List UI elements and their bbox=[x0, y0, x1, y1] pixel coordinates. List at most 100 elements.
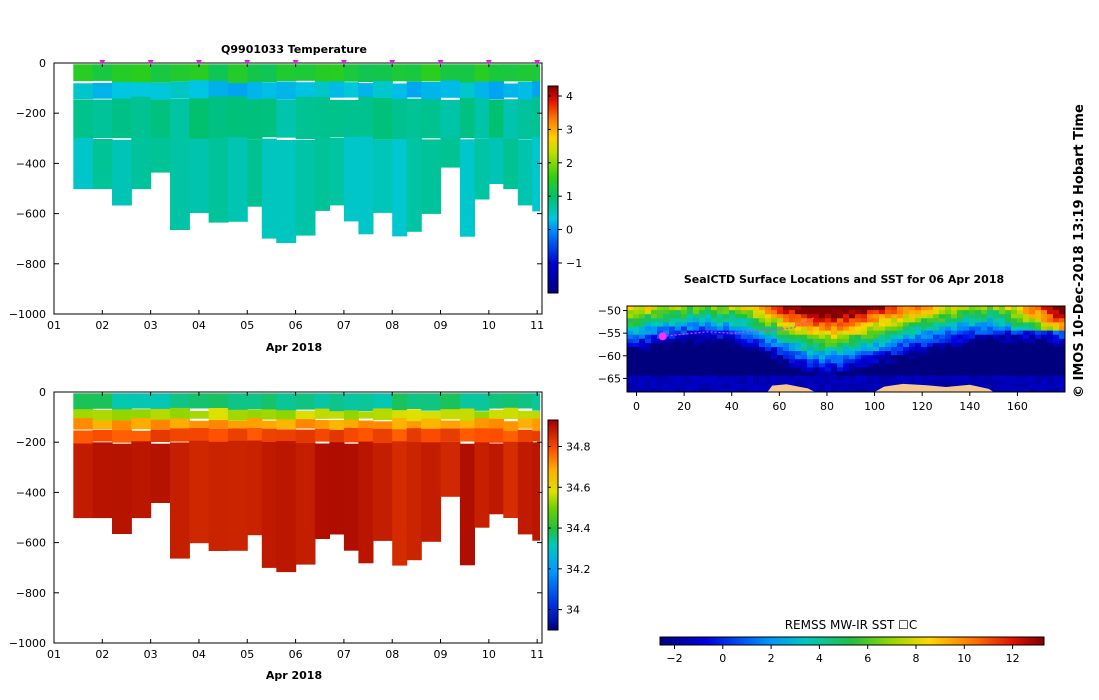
sst-cell bbox=[723, 318, 730, 323]
sst-cell bbox=[909, 367, 916, 372]
sst-cell bbox=[753, 314, 760, 319]
sst-cell bbox=[1047, 310, 1054, 315]
sst-cell bbox=[819, 375, 826, 381]
sst-cell bbox=[807, 306, 814, 311]
sst-cell bbox=[957, 322, 964, 327]
section-cell bbox=[343, 419, 359, 432]
sst-cell bbox=[837, 314, 844, 319]
sst-cell bbox=[837, 306, 844, 311]
sst-cell bbox=[633, 375, 640, 381]
sst-cell bbox=[957, 306, 964, 311]
sst-cell bbox=[639, 359, 646, 364]
sst-cell bbox=[1059, 306, 1066, 311]
sst-cell bbox=[1041, 367, 1048, 372]
sst-cell bbox=[861, 375, 868, 381]
sst-cell bbox=[885, 310, 892, 315]
sst-cell bbox=[873, 310, 880, 315]
sst-cell bbox=[663, 306, 670, 311]
sst-cell bbox=[867, 338, 874, 344]
sst-cell bbox=[969, 338, 976, 344]
sst-cell bbox=[861, 318, 868, 323]
section-cell bbox=[440, 428, 461, 442]
section-cell bbox=[421, 418, 442, 432]
sst-cell bbox=[909, 355, 916, 360]
sst-cell bbox=[861, 383, 868, 389]
sst-cell bbox=[675, 367, 682, 372]
sst-cell bbox=[945, 314, 952, 319]
sst-cell bbox=[981, 367, 988, 372]
sst-cell bbox=[843, 322, 850, 327]
sst-cell bbox=[735, 359, 742, 364]
sst-cell bbox=[783, 342, 790, 348]
sst-cell bbox=[735, 371, 742, 377]
sst-cell bbox=[759, 355, 766, 360]
sst-cell bbox=[1023, 387, 1030, 393]
sst-cell bbox=[771, 375, 778, 381]
section-cell bbox=[532, 442, 541, 541]
sst-cell bbox=[879, 383, 886, 389]
sst-cell bbox=[651, 322, 658, 327]
sst-cell bbox=[993, 326, 1000, 332]
sst-cell bbox=[1035, 359, 1042, 364]
sst-cell bbox=[1053, 334, 1060, 340]
sst-cell bbox=[1017, 359, 1024, 364]
sst-cell bbox=[1053, 367, 1060, 372]
sst-cell bbox=[849, 379, 856, 385]
sst-cell bbox=[999, 367, 1006, 372]
sst-cell bbox=[921, 338, 928, 344]
sst-cell bbox=[873, 387, 880, 393]
section-cell bbox=[372, 428, 393, 444]
sst-cell bbox=[759, 322, 766, 327]
sst-cell bbox=[711, 347, 718, 352]
sst-cell bbox=[981, 318, 988, 323]
sst-cell bbox=[639, 383, 646, 389]
x-tick-label: 05 bbox=[240, 319, 254, 332]
sst-cell bbox=[627, 351, 634, 356]
section-cell bbox=[343, 443, 359, 551]
sst-cell bbox=[837, 338, 844, 344]
sst-cell bbox=[1017, 342, 1024, 348]
sst-cell bbox=[735, 322, 742, 327]
sst-cell bbox=[819, 351, 826, 356]
sst-cell bbox=[1017, 363, 1024, 368]
map-x-tick-label: 40 bbox=[725, 400, 739, 413]
sst-cell bbox=[879, 338, 886, 344]
sst-cell bbox=[1011, 318, 1018, 323]
sst-cell bbox=[843, 355, 850, 360]
sst-cell bbox=[849, 314, 856, 319]
section-cell bbox=[150, 99, 171, 140]
section-cell bbox=[92, 82, 113, 99]
section-cell bbox=[503, 441, 519, 518]
sst-cell bbox=[1029, 314, 1036, 319]
section-cell bbox=[247, 440, 263, 536]
sst-cell bbox=[825, 359, 832, 364]
x-tick-label: 10 bbox=[482, 319, 496, 332]
sst-cell bbox=[1047, 371, 1054, 377]
sst-cell bbox=[1029, 318, 1036, 323]
sst-cell bbox=[933, 355, 940, 360]
sst-cell bbox=[897, 342, 904, 348]
sst-cell bbox=[669, 342, 676, 348]
sst-cell bbox=[819, 359, 826, 364]
section-cell bbox=[474, 442, 490, 528]
sst-cell bbox=[825, 306, 832, 311]
section-cell bbox=[295, 443, 316, 565]
sst-cell bbox=[681, 326, 688, 332]
sst-cell bbox=[753, 351, 760, 356]
sst-cell bbox=[1047, 367, 1054, 372]
sst-cell bbox=[981, 383, 988, 389]
section-cell bbox=[517, 442, 533, 535]
sst-cell bbox=[825, 334, 832, 340]
sst-cell bbox=[1005, 359, 1012, 364]
section-cell bbox=[488, 418, 504, 430]
sst-cell bbox=[837, 379, 844, 385]
map-x-tick-label: 160 bbox=[1007, 400, 1028, 413]
sst-cell bbox=[729, 375, 736, 381]
sst-cell bbox=[867, 330, 874, 336]
sst-cell bbox=[975, 367, 982, 372]
sst-cell bbox=[855, 306, 862, 311]
sst-cell bbox=[753, 355, 760, 360]
sst-cell bbox=[681, 375, 688, 381]
sst-cell bbox=[1011, 371, 1018, 377]
sst-colorbar-ramp bbox=[659, 636, 1045, 646]
